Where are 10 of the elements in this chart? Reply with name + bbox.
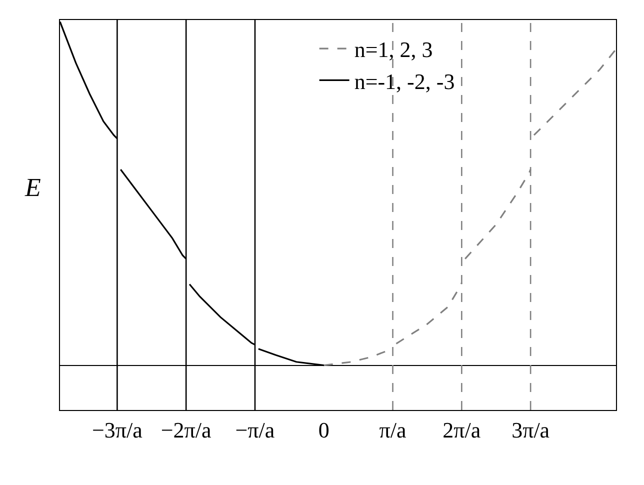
legend-label: n=-1, -2, -3 (354, 68, 455, 94)
x-tick-label: −π/a (235, 418, 275, 443)
y-axis-title: E (24, 173, 41, 202)
x-tick-label: 2π/a (442, 418, 481, 443)
x-tick-label: 3π/a (512, 418, 550, 443)
x-tick-label: 0 (318, 418, 330, 443)
x-tick-label: −2π/a (160, 418, 212, 443)
x-tick-label: −3π/a (92, 418, 143, 443)
x-tick-label: π/a (379, 418, 406, 443)
legend-label: n=1, 2, 3 (354, 37, 433, 62)
